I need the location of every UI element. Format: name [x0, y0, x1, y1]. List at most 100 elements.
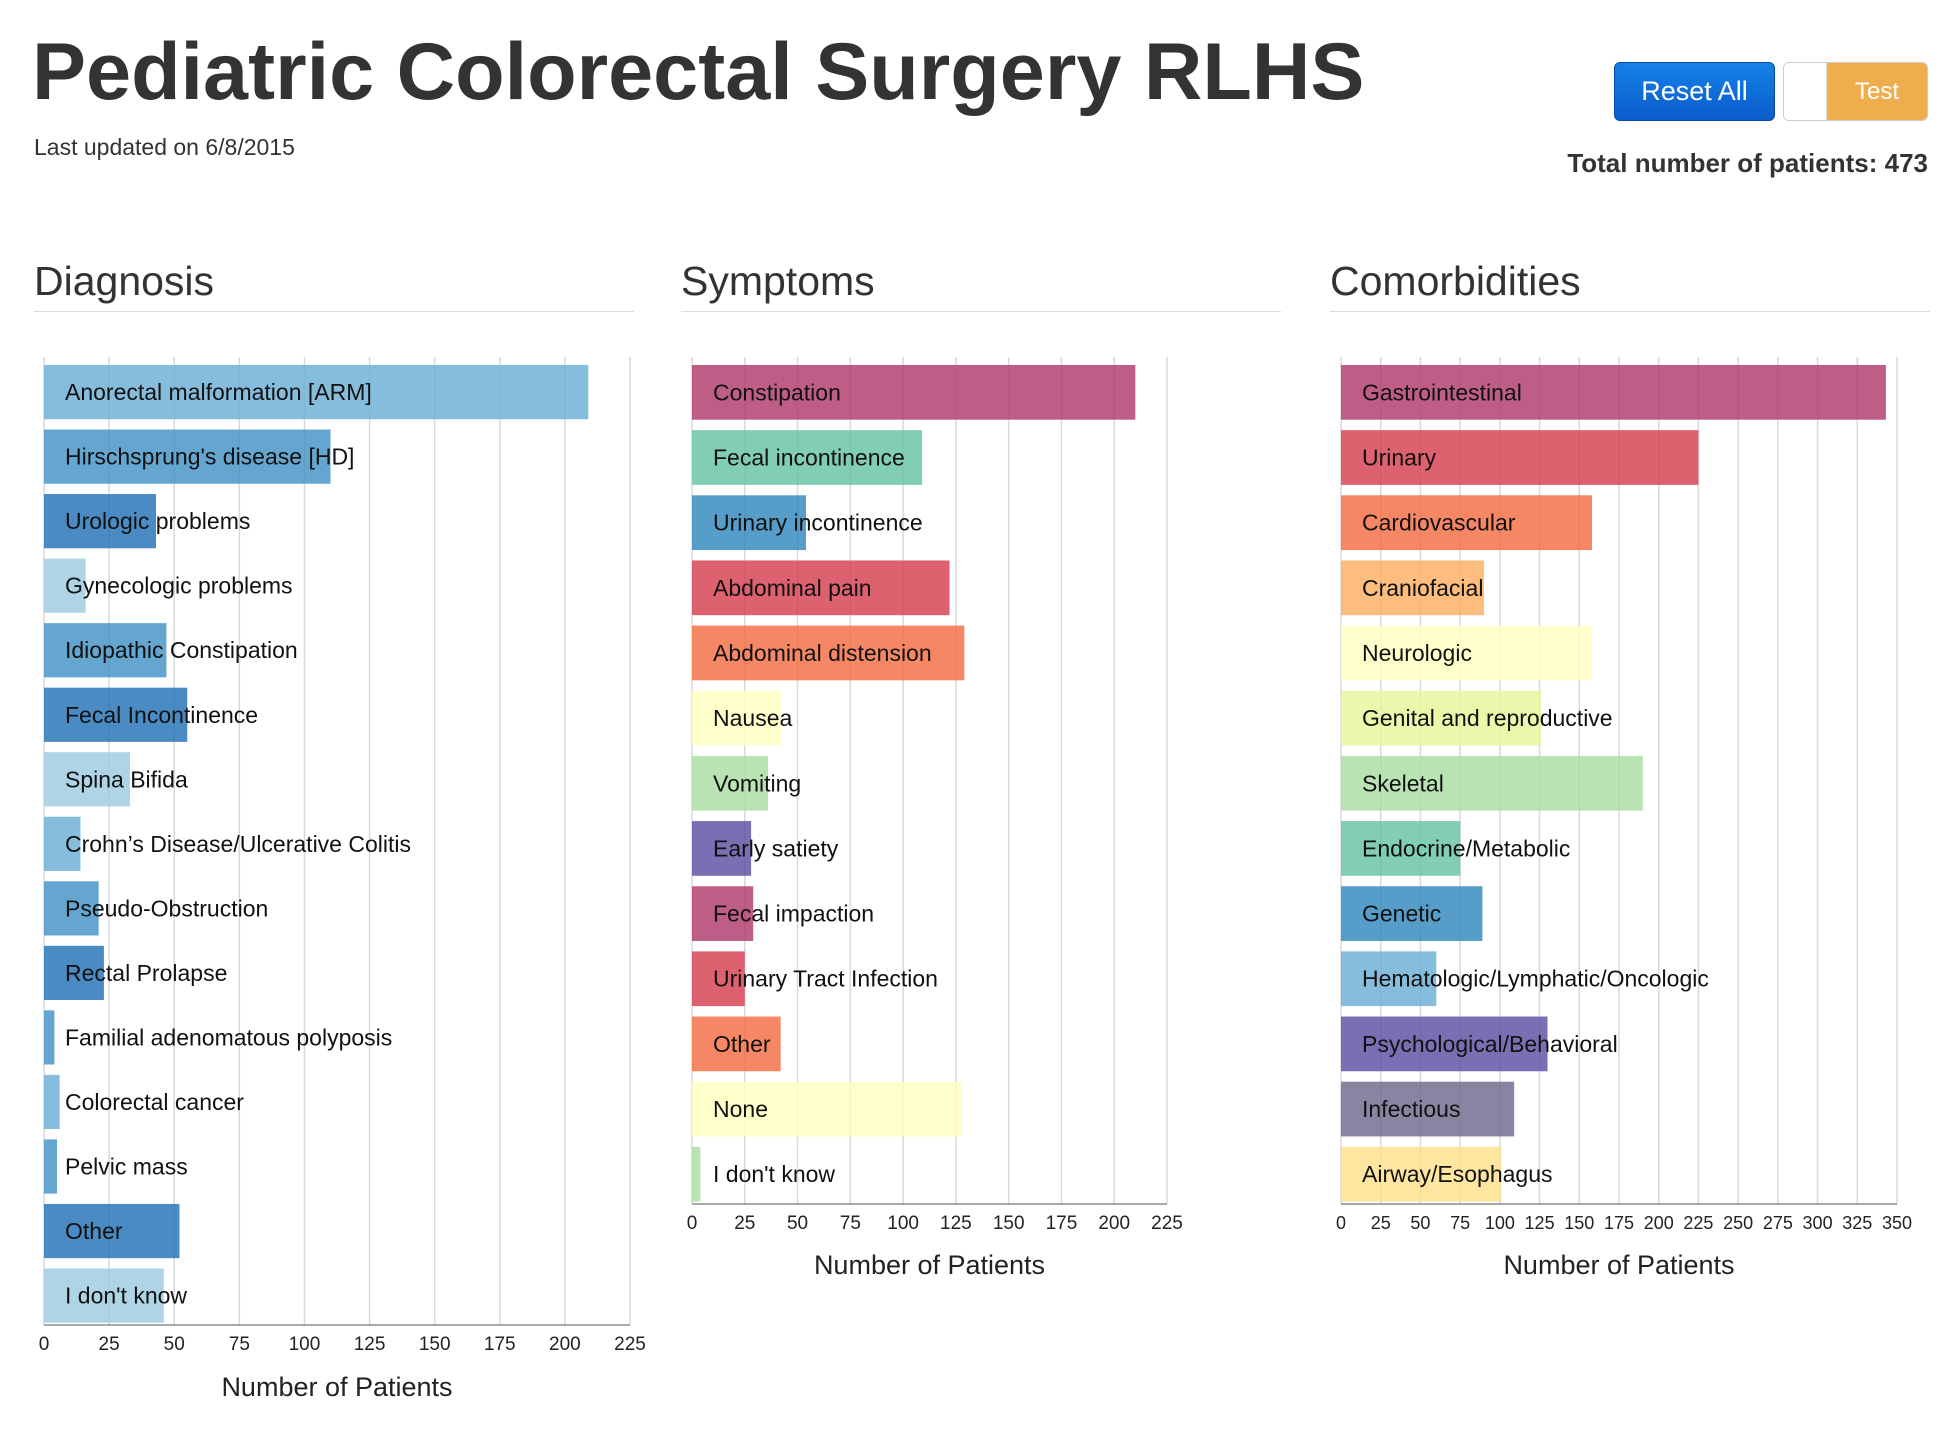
comorbidities-title: Comorbidities [1330, 258, 1930, 312]
diagnosis-bar [44, 816, 81, 871]
diagnosis-bar-label: I don't know [65, 1283, 187, 1309]
comorbidities-bar-label: Urinary [1362, 445, 1437, 471]
symptoms-bar [692, 690, 781, 746]
diagnosis-tick-label: 200 [549, 1334, 581, 1355]
symptoms-bar-label: Abdominal pain [713, 575, 872, 601]
symptoms-bar-label: Abdominal distension [713, 640, 932, 666]
comorbidities-bar-label: Neurologic [1362, 640, 1472, 666]
diagnosis-bar [44, 429, 331, 484]
comorbidities-bar [1341, 690, 1542, 746]
diagnosis-bar-label: Fecal Incontinence [65, 702, 258, 728]
comorbidities-bar-label: Gastrointestinal [1362, 379, 1522, 405]
comorbidities-bar [1341, 1081, 1515, 1137]
diagnosis-tick-label: 150 [419, 1334, 451, 1355]
comorbidities-bar [1341, 430, 1699, 485]
diagnosis-bar-label: Rectal Prolapse [65, 960, 227, 986]
comorbidities-plot: 0 25 50 75 100 125 150 175 200 225 250 275 300 325 350… [1336, 357, 1912, 1280]
comorbidities-tick-label: 75 [1450, 1213, 1470, 1233]
diagnosis-bar-label: Familial adenomatous polyposis [65, 1024, 392, 1050]
comorbidities-tick-label: 300 [1803, 1213, 1833, 1233]
diagnosis-bar [44, 1203, 180, 1259]
symptoms-tick-label: 125 [940, 1213, 972, 1234]
diagnosis-bar-label: Spina Bifida [65, 766, 188, 792]
diagnosis-bar-label: Crohn’s Disease/Ulcerative Colitis [65, 831, 411, 857]
symptoms-bar-label: None [713, 1096, 768, 1122]
symptoms-bar [692, 1081, 963, 1137]
symptoms-bar [692, 755, 768, 811]
comorbidities-bar [1341, 886, 1483, 941]
diagnosis-bar-label: Urologic problems [65, 508, 250, 534]
symptoms-bar [692, 365, 1136, 420]
symptoms-bar-label: Vomiting [713, 770, 801, 796]
toggle-label: Test [1827, 63, 1927, 120]
comorbidities-tick-label: 250 [1723, 1213, 1753, 1233]
page-title: Pediatric Colorectal Surgery RLHS [32, 27, 1365, 117]
comorbidities-tick-label: 175 [1604, 1213, 1634, 1233]
symptoms-bar [692, 625, 965, 681]
symptoms-tick-label: 100 [887, 1213, 919, 1234]
symptoms-bar-label: Urinary Tract Infection [713, 966, 938, 992]
diagnosis-title: Diagnosis [34, 258, 634, 312]
total-patients: Total number of patients: 473 [1567, 148, 1928, 178]
toggle-knob[interactable] [1784, 63, 1827, 120]
diagnosis-bar [44, 1010, 55, 1065]
diagnosis-bar [44, 1139, 58, 1194]
comorbidities-tick-label: 100 [1485, 1213, 1515, 1233]
symptoms-bar [692, 821, 752, 876]
comorbidities-bar-label: Genetic [1362, 901, 1441, 927]
symptoms-bar [692, 1146, 701, 1202]
symptoms-tick-label: 175 [1046, 1213, 1078, 1234]
symptoms-tick-label: 200 [1098, 1213, 1130, 1234]
symptoms-bar-label: I don't know [713, 1161, 835, 1187]
diagnosis-bar [44, 365, 589, 420]
diagnosis-bar [44, 752, 130, 807]
comorbidities-bar-label: Skeletal [1362, 770, 1444, 796]
symptoms-bar-label: Early satiety [713, 835, 839, 861]
symptoms-bar-label: Fecal impaction [713, 901, 874, 927]
symptoms-bar [692, 430, 923, 485]
symptoms-bar-label: Other [713, 1031, 771, 1057]
symptoms-bar [692, 495, 806, 551]
symptoms-tick-label: 0 [687, 1213, 698, 1234]
comorbidities-tick-label: 150 [1564, 1213, 1594, 1233]
comorbidities-bar [1341, 1146, 1502, 1202]
diagnosis-bar [44, 945, 104, 1001]
diagnosis-tick-label: 100 [289, 1334, 321, 1355]
reset-all-button[interactable]: Reset All [1614, 62, 1775, 121]
comorbidities-x-axis-label: Number of Patients [1503, 1250, 1734, 1280]
symptoms-bar [692, 560, 950, 616]
symptoms-tick-label: 150 [993, 1213, 1025, 1234]
symptoms-bar-label: Fecal incontinence [713, 445, 905, 471]
diagnosis-bar [44, 623, 167, 678]
comorbidities-bar-label: Infectious [1362, 1096, 1460, 1122]
diagnosis-bar-label: Pseudo-Obstruction [65, 895, 268, 921]
diagnosis-tick-label: 0 [39, 1334, 50, 1355]
comorbidities-tick-label: 350 [1882, 1213, 1912, 1233]
diagnosis-bar-label: Pelvic mass [65, 1154, 188, 1180]
comorbidities-bar-label: Endocrine/Metabolic [1362, 835, 1570, 861]
diagnosis-bar [44, 558, 86, 613]
diagnosis-x-axis-label: Number of Patients [221, 1372, 452, 1402]
diagnosis-bar-label: Idiopathic Constipation [65, 637, 298, 663]
comorbidities-bar [1341, 625, 1592, 681]
diagnosis-bar-label: Anorectal malformation [ARM] [65, 379, 372, 405]
symptoms-bar-label: Urinary incontinence [713, 510, 923, 536]
comorbidities-bar-label: Psychological/Behavioral [1362, 1031, 1618, 1057]
comorbidities-bar [1341, 365, 1886, 420]
comorbidities-bar [1341, 951, 1437, 1007]
diagnosis-tick-label: 175 [484, 1334, 516, 1355]
symptoms-tick-label: 225 [1151, 1213, 1183, 1234]
comorbidities-tick-label: 125 [1525, 1213, 1555, 1233]
last-updated-text: Last updated on 6/8/2015 [34, 134, 295, 160]
diagnosis-bar [44, 687, 188, 742]
test-toggle[interactable]: Test [1783, 62, 1928, 121]
diagnosis-bar-label: Hirschsprung's disease [HD] [65, 444, 354, 470]
comorbidities-tick-label: 325 [1842, 1213, 1872, 1233]
diagnosis-tick-label: 25 [99, 1334, 120, 1355]
comorbidities-bar-label: Airway/Esophagus [1362, 1161, 1553, 1187]
comorbidities-tick-label: 50 [1410, 1213, 1430, 1233]
symptoms-plot: 0 25 50 75 100 125 150 175 200 225 Constipation Fec… [687, 357, 1183, 1280]
comorbidities-bar [1341, 495, 1592, 551]
comorbidities-bar [1341, 755, 1643, 811]
